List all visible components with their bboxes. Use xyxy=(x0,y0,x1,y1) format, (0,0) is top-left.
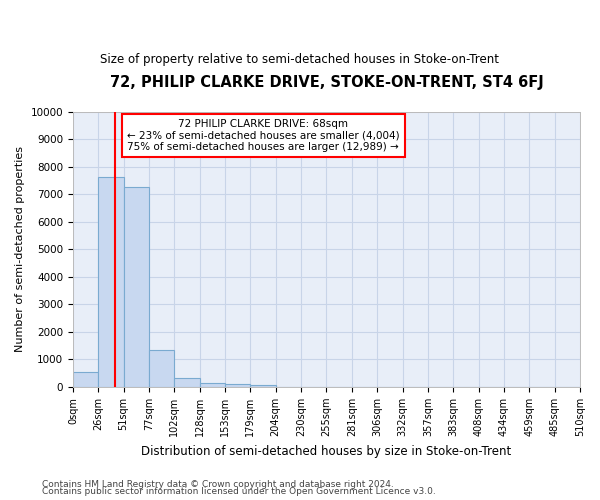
Bar xyxy=(175,378,200,387)
Bar xyxy=(200,382,225,387)
Text: Contains public sector information licensed under the Open Government Licence v3: Contains public sector information licen… xyxy=(42,488,436,496)
Bar xyxy=(149,350,175,387)
Bar xyxy=(250,385,276,387)
Y-axis label: Number of semi-detached properties: Number of semi-detached properties xyxy=(15,146,25,352)
Bar xyxy=(124,187,149,387)
Bar xyxy=(98,176,124,387)
X-axis label: Distribution of semi-detached houses by size in Stoke-on-Trent: Distribution of semi-detached houses by … xyxy=(142,444,512,458)
Text: Contains HM Land Registry data © Crown copyright and database right 2024.: Contains HM Land Registry data © Crown c… xyxy=(42,480,394,489)
Text: Size of property relative to semi-detached houses in Stoke-on-Trent: Size of property relative to semi-detach… xyxy=(101,52,499,66)
Title: 72, PHILIP CLARKE DRIVE, STOKE-ON-TRENT, ST4 6FJ: 72, PHILIP CLARKE DRIVE, STOKE-ON-TRENT,… xyxy=(110,75,544,90)
Bar xyxy=(73,372,98,387)
Bar xyxy=(225,384,250,387)
Text: 72 PHILIP CLARKE DRIVE: 68sqm
← 23% of semi-detached houses are smaller (4,004)
: 72 PHILIP CLARKE DRIVE: 68sqm ← 23% of s… xyxy=(127,119,400,152)
